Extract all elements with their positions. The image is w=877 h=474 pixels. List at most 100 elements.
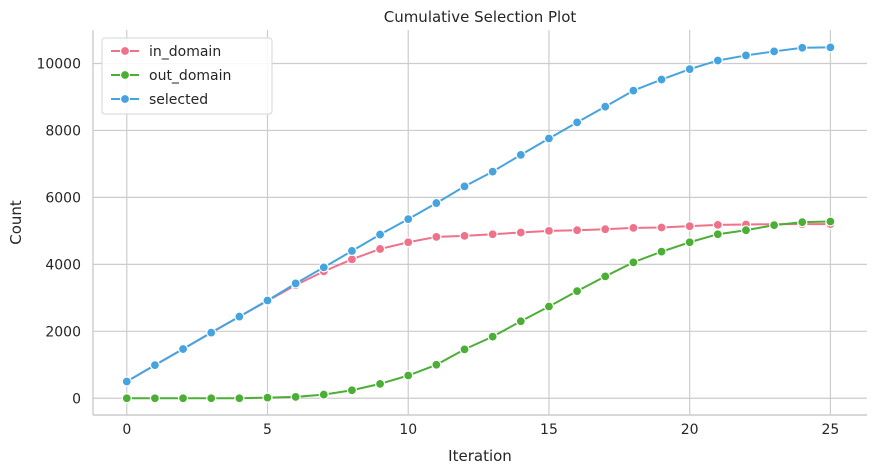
y-tick-label: 0 [72,391,81,407]
selected-point [121,376,132,387]
in_domain-point [459,230,470,241]
selected-point [346,245,358,257]
selected-point [149,360,161,371]
y-tick-label: 8000 [45,123,81,139]
out_domain-point [262,392,273,403]
in_domain-point [600,224,611,235]
in_domain-point [346,254,358,265]
legend-marker [119,69,131,81]
selected-point [769,46,780,57]
chart-title: Cumulative Selection Plot [384,8,577,26]
selected-point [712,55,723,66]
selected-point [515,149,526,160]
in_domain-point [403,237,414,248]
selected-point [206,327,217,338]
out_domain-point [459,344,470,355]
out_domain-point [234,393,245,404]
out_domain-point [656,246,667,257]
legend-box [101,37,273,115]
in_domain-point [374,243,386,255]
in_domain-point [628,222,639,233]
selected-point [572,117,583,128]
selected-point [403,214,414,225]
selected-point [543,133,555,144]
selected-point [262,295,273,306]
selected-point [459,181,470,192]
legend-marker [119,45,131,57]
out_domain-point [346,385,358,396]
out_domain-point [374,378,386,389]
selected-point [374,229,386,240]
in_domain-point [543,225,555,236]
axes [92,30,867,416]
legend-label: selected [149,92,208,108]
out_domain-line [126,220,831,400]
out_domain-point [206,393,217,404]
out_domain-point [318,389,329,400]
x-tick-label: 10 [399,422,417,438]
y-tick-label: 4000 [45,257,81,273]
selected-point [684,64,695,75]
out_domain-point [177,393,189,404]
out_domain-point [543,301,555,312]
x-tick-label: 15 [540,422,558,438]
in_domain-point [712,219,723,230]
out_domain-point [403,370,414,381]
selected-point [234,311,245,322]
series-out_domain [121,216,836,404]
legend: in_domain out_domain selected [101,37,273,115]
selected-point [656,74,667,85]
out_domain-point [825,216,836,227]
selected-point [600,101,611,112]
y-tick-label: 2000 [45,324,81,340]
y-tick-label: 6000 [45,190,81,206]
series-in_domain [121,219,836,387]
selected-point [177,343,189,355]
legend-item-in_domain: in_domain [111,44,221,60]
selected-point [825,42,836,53]
selected-point [487,166,498,177]
out_domain-point [572,286,583,297]
legend-label: out_domain [149,68,231,84]
out_domain-point [121,393,132,404]
legend-marker [119,93,131,105]
legend-item-out_domain: out_domain [111,68,231,84]
in_domain-point [684,221,695,232]
x-tick-label: 5 [263,422,272,438]
legend-item-selected: selected [111,92,208,108]
out_domain-point [797,217,808,228]
x-tick-label: 0 [122,422,131,438]
in_domain-point [656,222,667,233]
out_domain-point [431,359,442,370]
out_domain-point [740,225,752,236]
out_domain-point [290,391,301,403]
selected-point [318,262,329,273]
selected-point [290,278,301,289]
series-layer [121,42,836,404]
x-axis-label: Iteration [448,447,512,465]
y-tick-label: 10000 [36,56,81,72]
in_domain-point [515,227,526,238]
y-axis-label: Count [7,200,25,245]
in_domain-line [126,223,831,383]
selected-point [628,85,639,96]
tick-labels: 0 5 10 15 20 25 0 2000 4000 6000 8000 10000 [36,56,839,438]
out_domain-point [600,271,611,282]
out_domain-point [515,316,526,327]
in_domain-point [431,231,442,242]
in_domain-point [487,229,498,240]
out_domain-point [149,393,161,404]
out_domain-point [712,229,723,240]
in_domain-point [572,225,583,236]
out_domain-point [628,257,639,268]
out_domain-point [684,237,695,248]
selected-point [431,197,442,209]
selected-point [797,42,808,53]
x-tick-label: 25 [821,422,839,438]
selected-point [740,50,752,61]
out_domain-point [487,331,498,342]
x-tick-label: 20 [681,422,699,438]
series-selected [121,42,836,387]
legend-label: in_domain [149,44,221,60]
